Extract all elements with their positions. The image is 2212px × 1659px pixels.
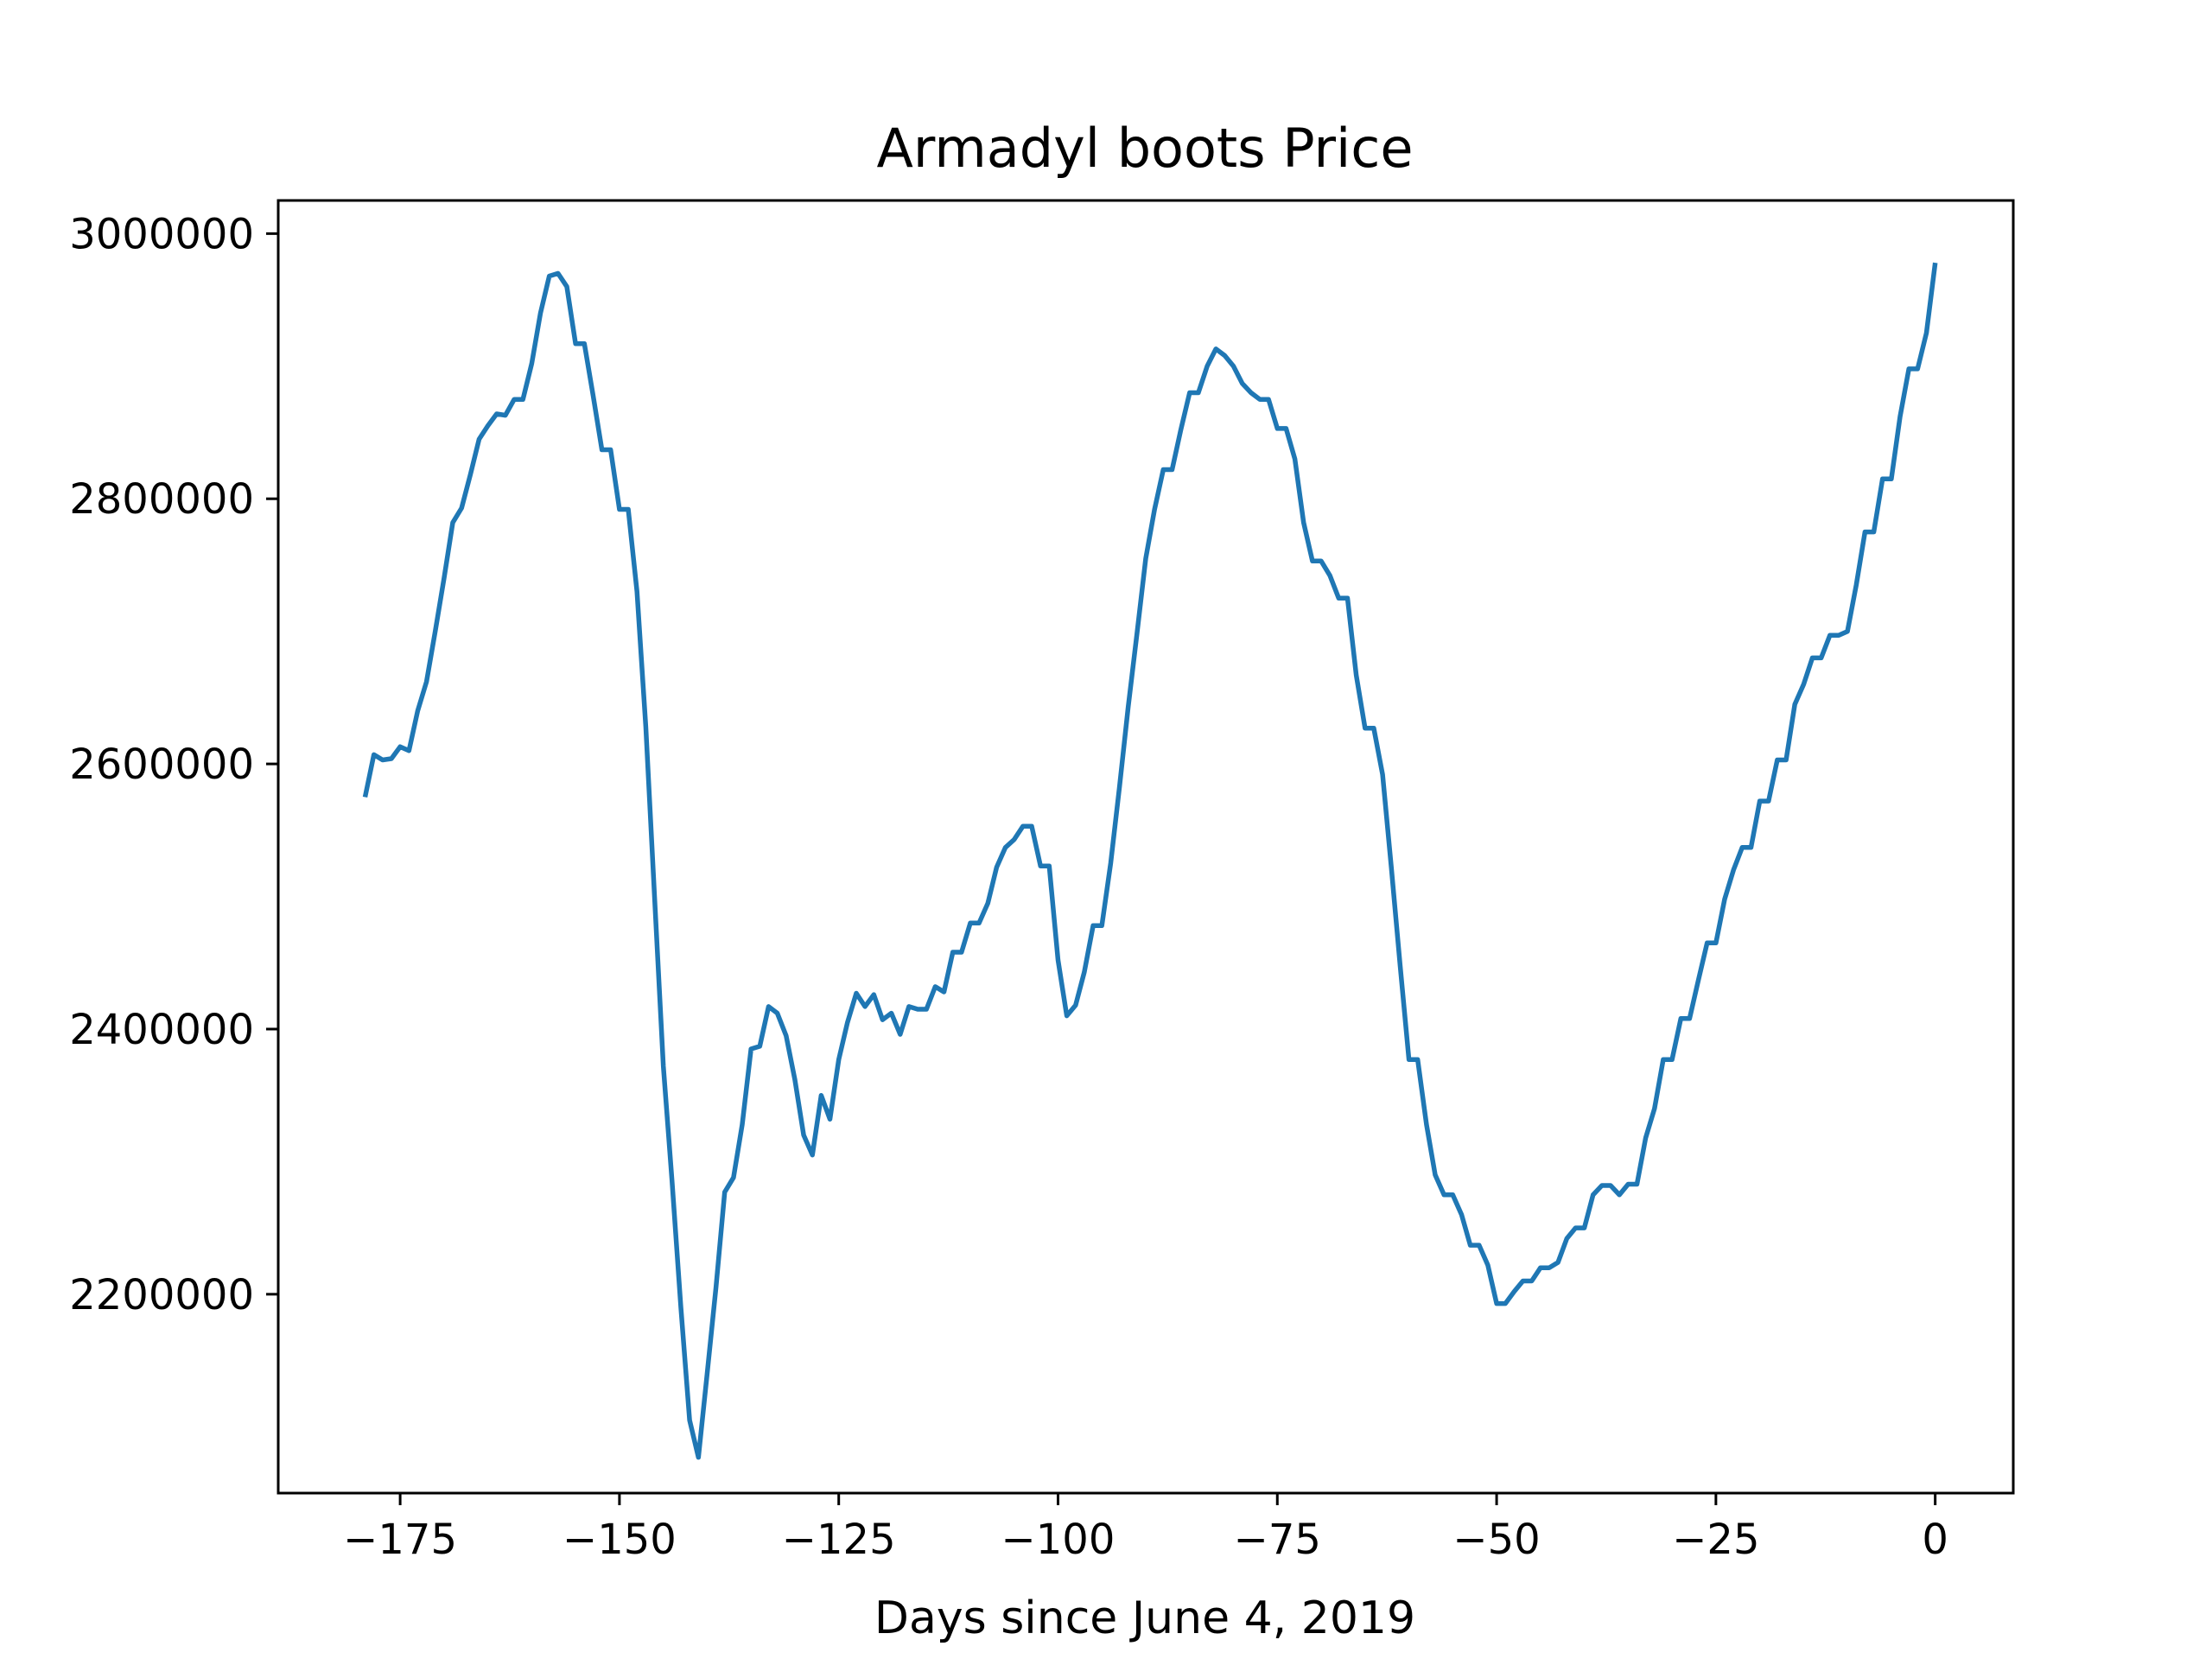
x-tick-label: −75	[1234, 1516, 1321, 1564]
x-axis: −175 −150 −125 −100 −75 −50 −25 0	[343, 1493, 1948, 1564]
x-tick-label: −175	[343, 1516, 457, 1564]
x-tick-label: −25	[1672, 1516, 1759, 1564]
y-axis: 2200000 2400000 2600000 2800000 3000000	[69, 210, 278, 1319]
y-tick-label: 3000000	[69, 210, 254, 258]
plot-area	[276, 199, 2015, 1495]
x-tick-label: 0	[1922, 1516, 1948, 1564]
y-tick-label: 2200000	[69, 1271, 254, 1319]
chart-title: Armadyl boots Price	[877, 117, 1414, 180]
y-tick-label: 2600000	[69, 741, 254, 789]
x-tick-label: −100	[1001, 1516, 1116, 1564]
x-tick-label: −50	[1452, 1516, 1540, 1564]
y-tick-label: 2400000	[69, 1006, 254, 1054]
y-tick-label: 2800000	[69, 475, 254, 524]
x-tick-label: −150	[563, 1516, 677, 1564]
series-line	[362, 262, 1938, 1460]
x-tick-label: −125	[782, 1516, 896, 1564]
axes-frame	[276, 199, 2015, 1495]
x-axis-label: Days since June 4, 2019	[874, 1592, 1415, 1644]
